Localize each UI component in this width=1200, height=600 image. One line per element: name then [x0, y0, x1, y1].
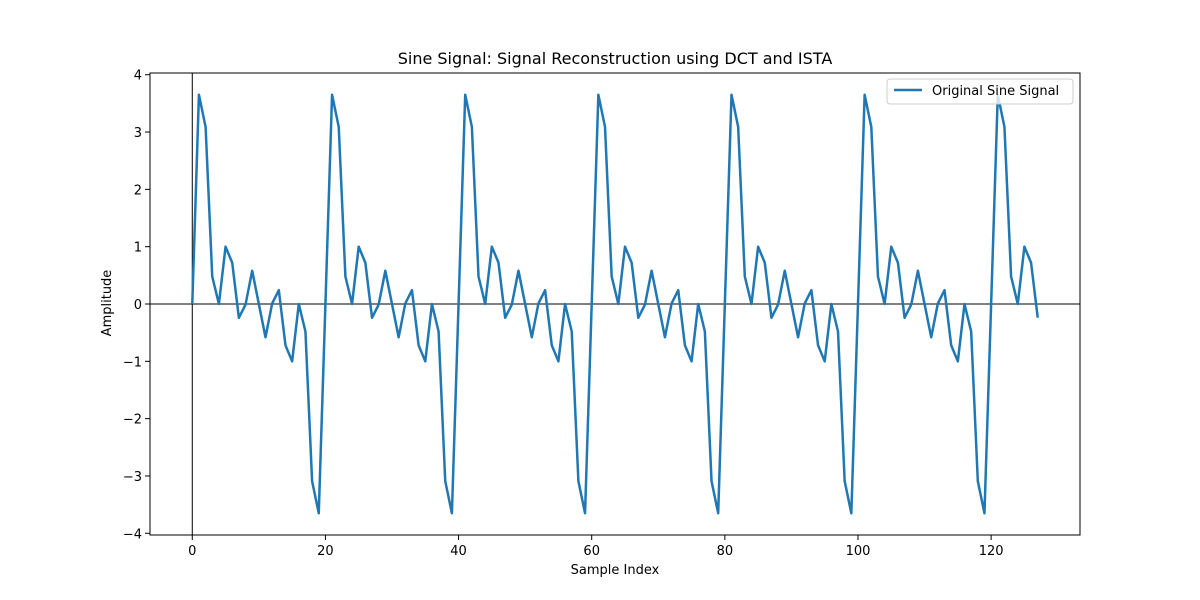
series-line-0 [191, 93, 1039, 515]
y-tick-label: 1 [134, 241, 142, 256]
x-tick-label: 40 [450, 544, 467, 559]
x-tick-label: 0 [188, 544, 196, 559]
y-tick-label: −3 [123, 470, 142, 485]
x-tick-label: 20 [317, 544, 334, 559]
y-tick-label: −4 [123, 527, 142, 542]
legend: Original Sine Signal [886, 78, 1074, 105]
legend-entry-label: Original Sine Signal [932, 84, 1059, 99]
y-tick-label: 2 [134, 183, 142, 198]
chart-title: Sine Signal: Signal Reconstruction using… [398, 49, 833, 68]
x-axis-label: Sample Index [571, 563, 660, 578]
y-tick-label: −1 [123, 355, 142, 370]
x-tick-label: 80 [717, 544, 734, 559]
y-tick-label: 4 [134, 69, 142, 84]
plot-area: 0 20 40 60 80 100 120 −4 −3 −2 −1 0 1 2 3 4 [123, 69, 1081, 559]
y-tick-label: 3 [134, 126, 142, 141]
x-tick-label: 100 [846, 544, 871, 559]
y-tick-label: −2 [123, 413, 142, 428]
y-axis-label: Amplitude [100, 270, 115, 337]
y-tick-label: 0 [134, 298, 142, 313]
x-tick-label: 60 [583, 544, 600, 559]
legend-box [886, 78, 1074, 105]
x-tick-label: 120 [979, 544, 1004, 559]
